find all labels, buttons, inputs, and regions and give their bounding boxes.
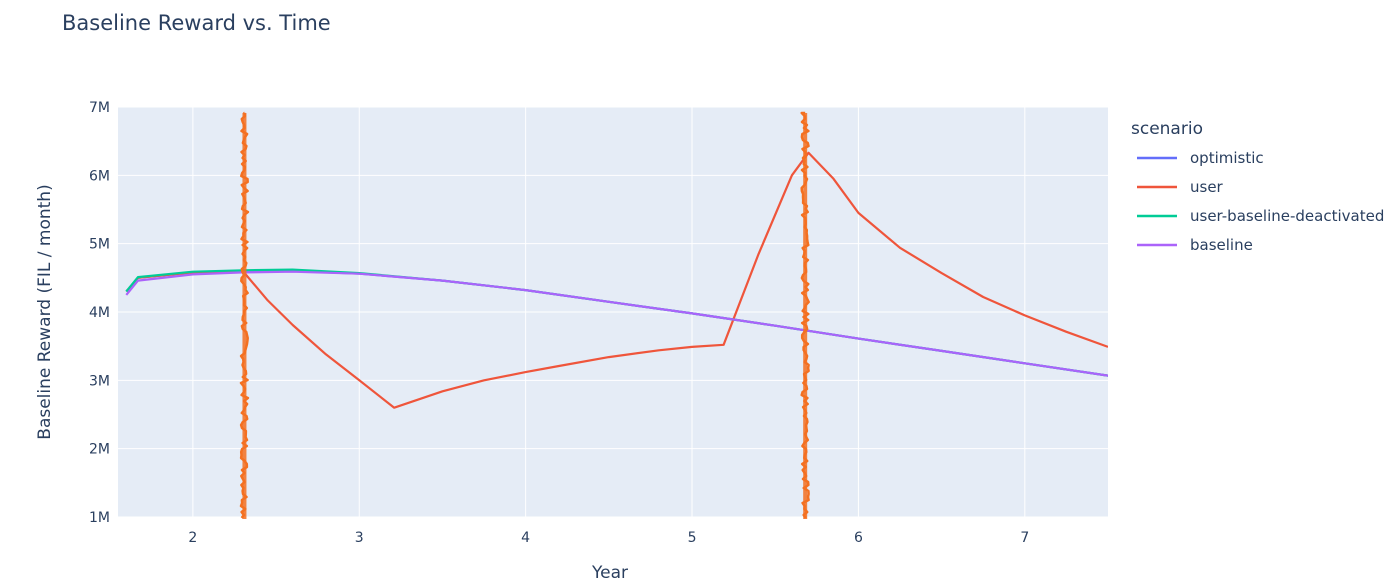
legend-item-baseline[interactable]: baseline (1137, 236, 1253, 254)
y-tick-label: 7M (89, 100, 110, 116)
legend-label: user-baseline-deactivated (1190, 207, 1384, 225)
x-tick-label: 2 (188, 530, 197, 546)
event-marker-core-2 (803, 113, 808, 519)
legend-label: user (1190, 178, 1224, 196)
legend-title: scenario (1131, 119, 1203, 139)
y-tick-label: 2M (89, 442, 110, 458)
legend: scenario optimistic user user-baseline-dea… (1131, 119, 1384, 254)
legend-item-optimistic[interactable]: optimistic (1137, 149, 1264, 167)
axis-ticks: 2 3 4 5 6 7 1M 2M 3M 4M 5M 6M 7M (89, 100, 1029, 546)
x-tick-label: 7 (1020, 530, 1029, 546)
grid-lines (118, 106, 1108, 518)
series-line-baseline (125, 270, 1108, 377)
legend-label: optimistic (1190, 149, 1264, 167)
event-marker-core-1 (242, 113, 247, 519)
y-tick-label: 6M (89, 168, 110, 184)
series-lines (125, 151, 1108, 409)
legend-items: optimistic user user-baseline-deactivated b… (1137, 149, 1384, 254)
y-tick-label: 5M (89, 237, 110, 253)
y-axis-title: Baseline Reward (FIL / month) (35, 184, 55, 439)
y-tick-label: 1M (89, 510, 110, 526)
legend-item-user[interactable]: user (1137, 178, 1224, 196)
legend-label: baseline (1190, 236, 1253, 254)
x-tick-label: 5 (688, 530, 697, 546)
series-line-user (125, 151, 1108, 409)
y-tick-label: 4M (89, 305, 110, 321)
chart-title: Baseline Reward vs. Time (62, 11, 331, 35)
event-markers (239, 111, 810, 519)
x-tick-label: 3 (355, 530, 364, 546)
legend-item-user-baseline-deactivated[interactable]: user-baseline-deactivated (1137, 207, 1384, 225)
x-axis-title: Year (591, 563, 628, 583)
x-tick-label: 6 (854, 530, 863, 546)
x-tick-label: 4 (521, 530, 530, 546)
y-tick-label: 3M (89, 373, 110, 389)
